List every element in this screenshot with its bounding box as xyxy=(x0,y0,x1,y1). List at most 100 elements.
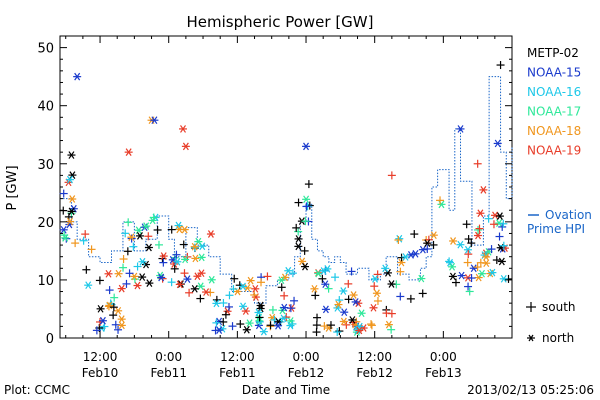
point-south xyxy=(300,246,309,255)
point-north xyxy=(349,291,358,299)
y-tick-label: 20 xyxy=(37,216,54,231)
point-north xyxy=(59,225,68,234)
point-north xyxy=(212,299,221,308)
asterisk-marker-icon xyxy=(527,334,535,342)
point-north xyxy=(445,258,454,267)
point-north xyxy=(183,275,192,283)
point-north xyxy=(321,280,330,289)
ovation-legend: Ovation Prime HPI xyxy=(527,208,592,236)
legend-item: NOAA-15 xyxy=(527,66,581,80)
point-south xyxy=(429,240,438,249)
point-south xyxy=(436,196,445,205)
point-north xyxy=(124,148,133,157)
point-north xyxy=(179,125,188,133)
point-south xyxy=(121,229,130,238)
point-south xyxy=(484,214,493,223)
point-north xyxy=(138,257,147,266)
point-south xyxy=(475,224,484,233)
point-north xyxy=(355,326,364,335)
point-south xyxy=(290,296,299,305)
point-south xyxy=(406,294,415,303)
x-tick-date-label: Feb11 xyxy=(219,366,256,380)
point-north xyxy=(395,234,404,243)
point-south xyxy=(302,202,311,211)
point-south xyxy=(496,61,505,70)
x-tick-date-label: Feb12 xyxy=(356,366,393,380)
point-north xyxy=(67,207,76,216)
point-north xyxy=(477,269,486,278)
y-axis-label: P [GW] xyxy=(5,165,20,210)
point-north xyxy=(96,304,105,313)
point-north xyxy=(495,212,504,220)
point-north xyxy=(181,255,190,264)
ovation-legend-label-1: Ovation xyxy=(545,208,592,222)
point-north xyxy=(479,186,488,194)
point-south xyxy=(266,321,275,330)
point-north xyxy=(298,257,307,266)
point-north xyxy=(157,273,166,282)
point-north xyxy=(190,242,199,251)
point-north xyxy=(357,309,366,318)
point-north xyxy=(130,272,139,281)
point-south xyxy=(100,322,109,331)
point-south xyxy=(236,320,245,329)
point-north xyxy=(448,262,457,271)
x-tick-time-label: 0:00 xyxy=(430,350,457,364)
point-north xyxy=(319,267,328,275)
point-south xyxy=(423,244,432,253)
y-tick-label: 40 xyxy=(37,100,54,115)
point-north xyxy=(401,253,410,261)
point-north xyxy=(254,308,263,317)
point-north xyxy=(134,226,143,235)
x-tick-date-label: Feb10 xyxy=(82,366,119,380)
x-tick-date-label: Feb11 xyxy=(150,366,187,380)
point-north xyxy=(417,274,426,283)
point-south xyxy=(313,313,322,322)
point-north xyxy=(191,254,200,263)
point-south xyxy=(110,293,119,302)
point-north xyxy=(381,264,390,273)
point-south xyxy=(268,305,277,314)
point-south xyxy=(172,250,181,259)
point-north xyxy=(223,307,232,316)
point-north xyxy=(259,327,268,336)
point-north xyxy=(197,253,206,262)
point-north xyxy=(127,233,136,242)
point-north xyxy=(239,302,248,311)
point-south xyxy=(464,235,473,244)
point-south xyxy=(294,227,303,236)
point-south xyxy=(367,321,376,330)
point-south xyxy=(292,223,301,232)
point-north xyxy=(284,266,293,275)
legend-item: METP-02 xyxy=(527,46,579,60)
legend-item: NOAA-17 xyxy=(527,105,581,119)
y-tick-label: 0 xyxy=(46,332,54,347)
x-tick-time-label: 12:00 xyxy=(220,350,255,364)
point-south xyxy=(445,257,454,266)
point-south xyxy=(499,219,508,228)
point-north xyxy=(142,222,151,230)
point-south xyxy=(387,171,396,180)
point-south xyxy=(122,279,131,288)
point-north xyxy=(456,125,465,133)
data-points-layer xyxy=(59,61,513,337)
point-north xyxy=(196,282,205,291)
point-north xyxy=(448,272,457,281)
point-south xyxy=(119,255,128,264)
point-south xyxy=(228,322,237,331)
point-south xyxy=(487,245,496,254)
point-north xyxy=(117,321,126,330)
point-south xyxy=(282,313,291,322)
point-north xyxy=(68,195,77,203)
point-south xyxy=(257,278,266,287)
point-south xyxy=(224,302,233,311)
point-north xyxy=(246,276,255,285)
point-north xyxy=(65,175,74,184)
point-north xyxy=(117,284,126,293)
point-south xyxy=(81,230,90,239)
point-south xyxy=(180,269,189,278)
point-south xyxy=(344,295,353,304)
point-north xyxy=(202,288,211,296)
point-south xyxy=(373,296,382,305)
point-south xyxy=(229,284,238,293)
